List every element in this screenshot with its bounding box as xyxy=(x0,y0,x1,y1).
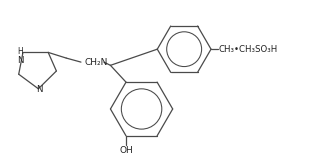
Text: CH₃•CH₃SO₃H: CH₃•CH₃SO₃H xyxy=(218,45,278,54)
Ellipse shape xyxy=(121,89,162,129)
Text: H: H xyxy=(17,47,23,56)
Text: N: N xyxy=(17,56,24,65)
Text: N: N xyxy=(36,85,42,94)
Ellipse shape xyxy=(167,32,202,67)
Text: OH: OH xyxy=(119,146,133,155)
Text: CH₂N: CH₂N xyxy=(84,58,108,67)
